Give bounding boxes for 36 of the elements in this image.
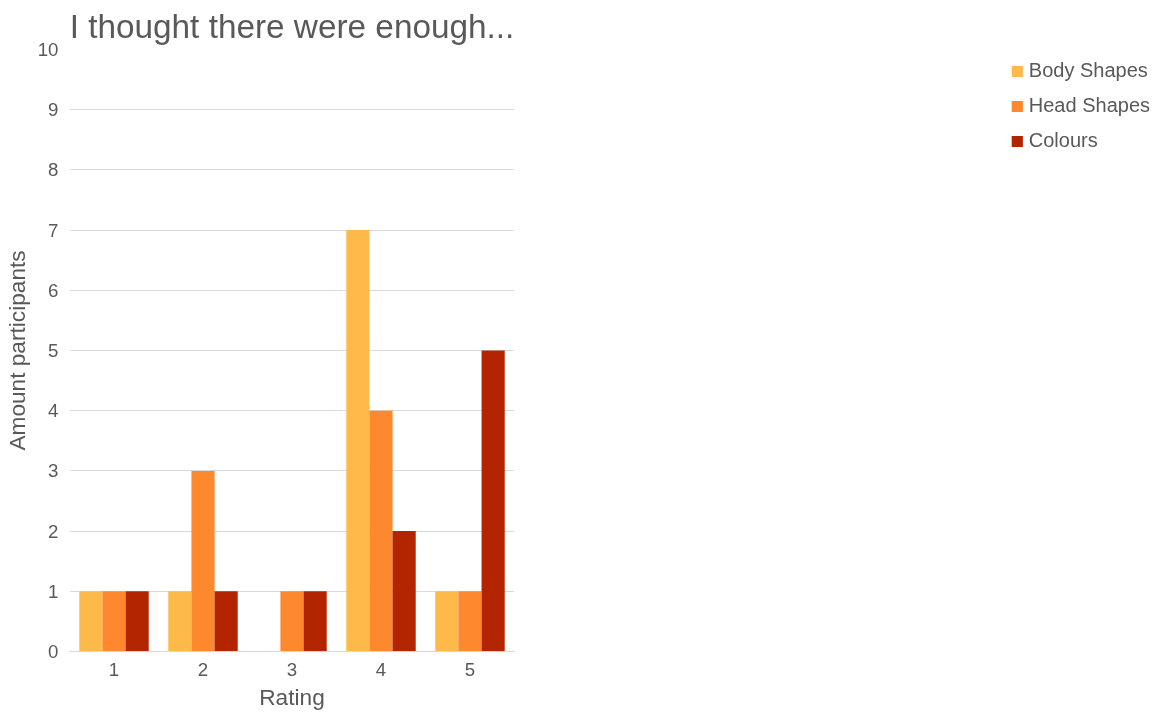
x-axis-title: Rating [259, 683, 325, 710]
y-tick-label: 7 [48, 219, 59, 241]
x-tick-label: 3 [286, 658, 298, 680]
y-tick-label: 0 [48, 641, 59, 662]
bar [79, 591, 103, 652]
y-tick-label: 3 [48, 460, 59, 482]
x-tick-label: 2 [197, 658, 209, 680]
bar [102, 591, 126, 652]
bar [191, 470, 215, 652]
bar [214, 591, 238, 652]
y-tick-label: 2 [48, 520, 59, 542]
bar [458, 591, 482, 652]
y-tick-label: 6 [48, 279, 59, 301]
legend-label: Head Shapes [1028, 94, 1150, 117]
y-tick-label: 9 [48, 99, 59, 121]
bar [280, 591, 304, 652]
y-axis-title: Amount participants [3, 250, 30, 451]
y-tick-label: 10 [37, 39, 59, 60]
bar [168, 591, 192, 652]
bar [125, 591, 149, 652]
legend-label: Colours [1028, 129, 1098, 152]
bar [481, 350, 505, 652]
x-tick-label: 5 [464, 658, 476, 680]
bar [346, 230, 370, 652]
chart-title: I thought there were enough... [69, 7, 515, 45]
x-tick-label: 4 [375, 658, 387, 680]
y-tick-label: 8 [48, 159, 59, 181]
bar [435, 591, 459, 652]
y-tick-label: 4 [48, 400, 59, 422]
y-tick-label: 1 [48, 580, 59, 602]
x-tick-label: 1 [108, 658, 120, 680]
legend-label: Body Shapes [1028, 59, 1148, 82]
bar [303, 591, 327, 652]
bar [369, 410, 393, 652]
bar [392, 531, 416, 652]
y-tick-label: 5 [48, 340, 59, 361]
